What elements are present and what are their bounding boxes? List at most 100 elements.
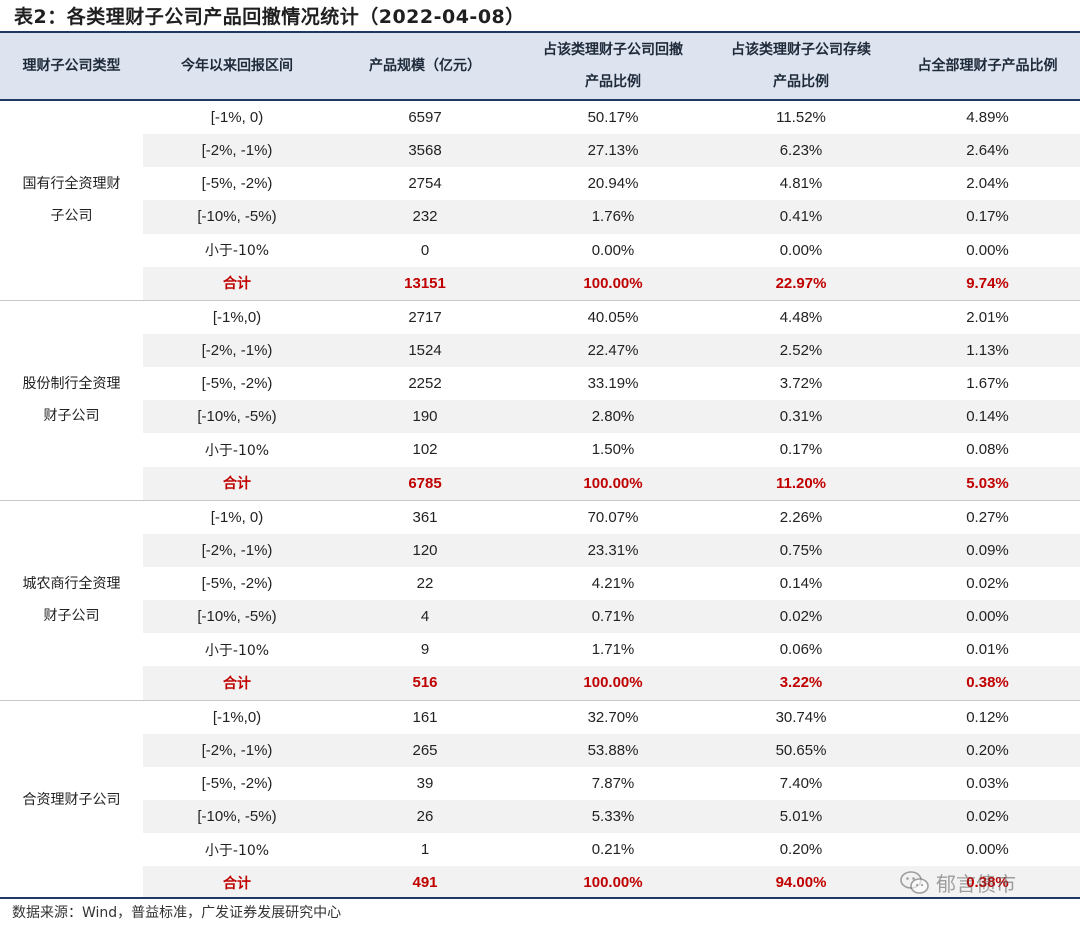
total-row: 合计 516 100.00% 3.22% 0.38% — [0, 666, 1080, 701]
watermark: 郁言债市 — [900, 868, 1016, 897]
table-row: [-10%, -5%) 232 1.76% 0.41% 0.17% — [0, 200, 1080, 234]
share-existing-cell: 4.48% — [707, 299, 895, 334]
category-line2: 财子公司 — [43, 408, 100, 425]
scale-cell: 1 — [420, 841, 430, 859]
share-all-cell: 1.67% — [966, 375, 1009, 393]
share-type-cell: 4.21% — [591, 575, 635, 593]
range-cell: [-10%, -5%) — [143, 200, 331, 234]
share-existing-cell: 50.65% — [707, 733, 895, 767]
table-row: 股份制行全资理 财子公司 [-1%,0) 2717 40.05% 4.48% 2.01% — [0, 299, 1080, 501]
share-existing-cell: 3.22% — [707, 666, 895, 701]
header-share-existing-line1: 占该类理财子公司存续 — [731, 42, 871, 58]
range-cell: 小于-10% — [204, 642, 270, 659]
scale-cell: 3568 — [331, 134, 519, 168]
share-existing-cell: 94.00% — [707, 866, 895, 900]
share-all-cell: 0.08% — [966, 441, 1009, 459]
top-rule — [0, 31, 1080, 33]
range-cell: [-2%, -1%) — [143, 134, 331, 168]
header-range: 今年以来回报区间 — [181, 58, 293, 74]
range-cell: [-2%, -1%) — [143, 733, 331, 767]
scale-cell: 2252 — [408, 375, 442, 393]
scale-cell: 2754 — [408, 175, 442, 193]
share-existing-cell: 0.20% — [779, 841, 823, 859]
category-cell: 国有行全资理财 子公司 — [0, 101, 143, 300]
share-type-cell: 50.17% — [587, 109, 639, 127]
table-row: 合资理财子公司 [-1%,0) 161 32.70% 30.74% 0.12% — [0, 699, 1080, 900]
scale-cell: 265 — [331, 733, 519, 767]
scale-cell: 516 — [331, 666, 519, 701]
range-cell: [-1%,0) — [143, 299, 331, 334]
share-existing-cell: 3.72% — [779, 375, 823, 393]
scale-cell: 190 — [331, 400, 519, 434]
category-line2: 子公司 — [50, 208, 93, 225]
share-type-cell: 70.07% — [519, 499, 707, 534]
scale-cell: 9 — [420, 641, 430, 659]
scale-cell: 22 — [416, 575, 434, 593]
scale-cell: 102 — [412, 441, 438, 459]
table-title: 表2：各类理财子公司产品回撤情况统计（2022-04-08） — [14, 6, 525, 28]
bottom-rule — [0, 897, 1080, 899]
table-row: 小于-10% 102 1.50% 0.17% 0.08% — [0, 433, 1080, 466]
range-cell: 合计 — [143, 666, 331, 701]
share-all-cell: 0.12% — [895, 699, 1080, 734]
share-all-cell: 2.64% — [895, 134, 1080, 168]
share-existing-cell: 5.01% — [707, 799, 895, 834]
share-all-cell: 0.20% — [895, 733, 1080, 767]
table-row: 小于-10% 0 0.00% 0.00% 0.00% — [0, 234, 1080, 267]
share-existing-cell: 0.06% — [779, 641, 823, 659]
share-type-cell: 32.70% — [519, 699, 707, 734]
total-row: 合计 6785 100.00% 11.20% 5.03% — [0, 466, 1080, 501]
category-line1: 合资理财子公司 — [22, 791, 121, 808]
share-existing-cell: 0.14% — [779, 575, 823, 593]
table-row: [-5%, -2%) 39 7.87% 7.40% 0.03% — [0, 767, 1080, 800]
share-existing-cell: 11.20% — [707, 466, 895, 501]
share-type-cell: 1.71% — [591, 641, 635, 659]
share-all-cell: 5.03% — [895, 466, 1080, 501]
category-cell: 城农商行全资理 财子公司 — [0, 499, 143, 701]
share-type-cell: 1.76% — [519, 200, 707, 234]
range-cell: 小于-10% — [204, 842, 270, 859]
scale-cell: 6785 — [331, 466, 519, 501]
scale-cell: 0 — [420, 241, 430, 259]
table-row: 小于-10% 1 0.21% 0.20% 0.00% — [0, 833, 1080, 866]
share-all-cell: 0.09% — [895, 533, 1080, 567]
range-cell: 小于-10% — [204, 442, 270, 459]
table-row: [-10%, -5%) 4 0.71% 0.02% 0.00% — [0, 600, 1080, 634]
scale-cell: 1524 — [331, 333, 519, 368]
share-type-cell: 27.13% — [519, 134, 707, 168]
table-row: [-5%, -2%) 2252 33.19% 3.72% 1.67% — [0, 367, 1080, 400]
share-existing-cell: 0.75% — [707, 533, 895, 567]
category-cell: 合资理财子公司 — [0, 699, 143, 900]
share-existing-cell: 6.23% — [707, 134, 895, 168]
table-header: 理财子公司类型 今年以来回报区间 产品规模（亿元） 占该类理财子公司回撤 产品比… — [0, 33, 1080, 101]
data-table: 国有行全资理财 子公司 [-1%, 0) 6597 50.17% 11.52% 4.89% [… — [0, 101, 1080, 900]
share-type-cell: 22.47% — [519, 333, 707, 368]
share-existing-cell: 30.74% — [707, 699, 895, 734]
total-row: 合计 13151 100.00% 22.97% 9.74% — [0, 266, 1080, 301]
share-all-cell: 9.74% — [895, 266, 1080, 301]
share-all-cell: 0.03% — [966, 774, 1009, 792]
scale-cell: 6597 — [408, 109, 442, 127]
share-all-cell: 0.38% — [895, 666, 1080, 701]
range-cell: [-1%, 0) — [210, 109, 264, 127]
share-type-cell: 23.31% — [519, 533, 707, 567]
source-note: 数据来源：Wind，普益标准，广发证券发展研究中心 — [12, 905, 342, 921]
share-existing-cell: 11.52% — [776, 109, 826, 127]
table-row: [-5%, -2%) 2754 20.94% 4.81% 2.04% — [0, 167, 1080, 200]
share-all-cell: 2.04% — [966, 175, 1009, 193]
table-row: 国有行全资理财 子公司 [-1%, 0) 6597 50.17% 11.52% 4.89% — [0, 101, 1080, 224]
category-cell: 股份制行全资理 财子公司 — [0, 299, 143, 501]
share-type-cell: 0.00% — [591, 241, 635, 259]
scale-cell: 361 — [331, 499, 519, 534]
scale-cell: 120 — [331, 533, 519, 567]
share-existing-cell: 4.81% — [779, 175, 823, 193]
share-existing-cell: 0.02% — [707, 600, 895, 634]
header-share-all: 占全部理财子产品比例 — [917, 58, 1058, 74]
share-type-cell: 100.00% — [519, 466, 707, 501]
range-cell: 小于-10% — [204, 243, 270, 260]
share-existing-cell: 0.17% — [779, 441, 823, 459]
share-all-cell: 0.00% — [895, 600, 1080, 634]
table-body: 国有行全资理财 子公司 [-1%, 0) 6597 50.17% 11.52% 4.89% [… — [0, 101, 1080, 900]
table-row: [-2%, -1%) 265 53.88% 50.65% 0.20% — [0, 733, 1080, 767]
range-cell: [-5%, -2%) — [201, 375, 273, 393]
